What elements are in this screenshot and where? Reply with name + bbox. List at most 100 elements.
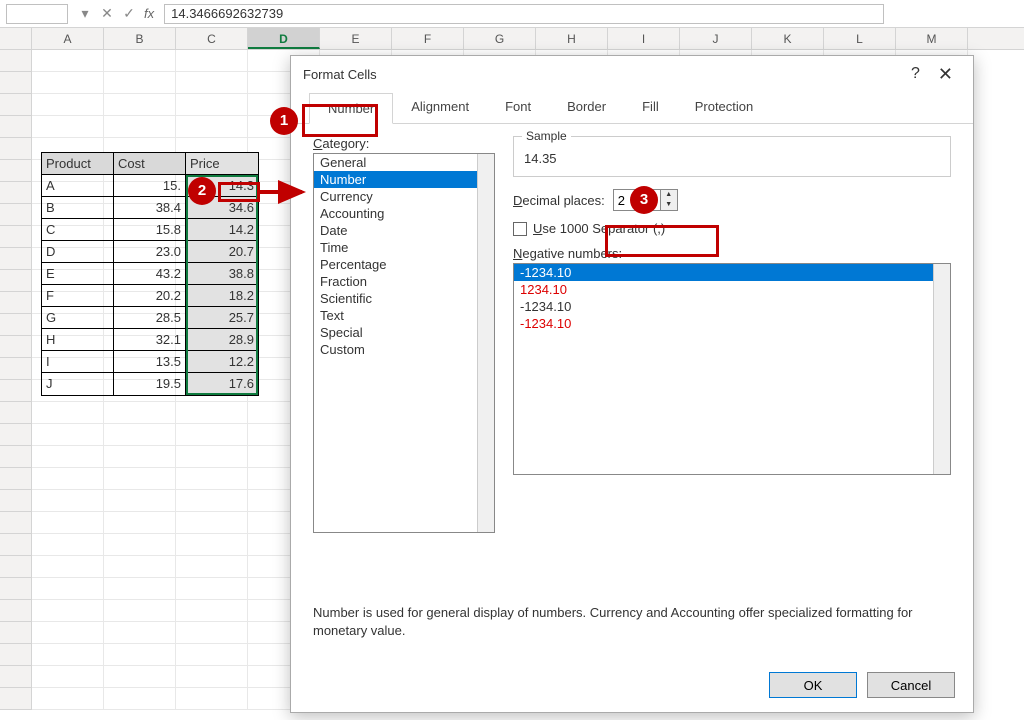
tab-alignment[interactable]: Alignment: [393, 92, 487, 123]
cell-price[interactable]: 38.8: [186, 263, 258, 285]
col-header-c[interactable]: C: [176, 28, 248, 49]
col-header-d[interactable]: D: [248, 28, 320, 49]
category-text[interactable]: Text: [314, 307, 494, 324]
callout-1: 1: [270, 107, 298, 135]
cell-cost[interactable]: 15.8: [114, 219, 186, 241]
callout-3: 3: [630, 186, 658, 214]
header-cost: Cost: [114, 153, 186, 175]
dialog-titlebar: Format Cells ? ✕: [291, 56, 973, 92]
negative-option[interactable]: 1234.10: [514, 281, 950, 298]
tab-border[interactable]: Border: [549, 92, 624, 123]
cell-price[interactable]: 14.2: [186, 219, 258, 241]
cell-cost[interactable]: 13.5: [114, 351, 186, 373]
category-fraction[interactable]: Fraction: [314, 273, 494, 290]
table-row[interactable]: E43.238.8: [42, 263, 258, 285]
category-number[interactable]: Number: [314, 171, 494, 188]
col-header-j[interactable]: J: [680, 28, 752, 49]
cell-product[interactable]: I: [42, 351, 114, 373]
cell-product[interactable]: D: [42, 241, 114, 263]
col-header-a[interactable]: A: [32, 28, 104, 49]
formula-value[interactable]: 14.3466692632739: [164, 4, 884, 24]
category-list[interactable]: GeneralNumberCurrencyAccountingDateTimeP…: [313, 153, 495, 533]
table-row[interactable]: B38.434.6: [42, 197, 258, 219]
table-row[interactable]: A15.14.3: [42, 175, 258, 197]
cell-price[interactable]: 17.6: [186, 373, 258, 395]
cell-product[interactable]: E: [42, 263, 114, 285]
ok-button[interactable]: OK: [769, 672, 857, 698]
cell-cost[interactable]: 32.1: [114, 329, 186, 351]
cell-cost[interactable]: 15.: [114, 175, 186, 197]
category-currency[interactable]: Currency: [314, 188, 494, 205]
tab-font[interactable]: Font: [487, 92, 549, 123]
tab-protection[interactable]: Protection: [677, 92, 772, 123]
cell-price[interactable]: 25.7: [186, 307, 258, 329]
tab-fill[interactable]: Fill: [624, 92, 677, 123]
col-header-b[interactable]: B: [104, 28, 176, 49]
category-percentage[interactable]: Percentage: [314, 256, 494, 273]
negative-option[interactable]: -1234.10: [514, 315, 950, 332]
cell-price[interactable]: 20.7: [186, 241, 258, 263]
table-row[interactable]: F20.218.2: [42, 285, 258, 307]
cell-cost[interactable]: 28.5: [114, 307, 186, 329]
spin-down-icon[interactable]: ▼: [661, 200, 677, 210]
cell-price[interactable]: 12.2: [186, 351, 258, 373]
format-cells-dialog: Format Cells ? ✕ NumberAlignmentFontBord…: [290, 55, 974, 713]
cell-product[interactable]: J: [42, 373, 114, 395]
help-icon[interactable]: ?: [911, 65, 920, 83]
cell-cost[interactable]: 38.4: [114, 197, 186, 219]
cell-product[interactable]: F: [42, 285, 114, 307]
dropdown-icon[interactable]: ▾: [74, 3, 96, 25]
fx-icon[interactable]: fx: [144, 6, 154, 21]
category-general[interactable]: General: [314, 154, 494, 171]
col-header-m[interactable]: M: [896, 28, 968, 49]
cell-cost[interactable]: 23.0: [114, 241, 186, 263]
table-row[interactable]: J19.517.6: [42, 373, 258, 395]
name-box[interactable]: [6, 4, 68, 24]
cell-price[interactable]: 28.9: [186, 329, 258, 351]
arrow-icon: [258, 179, 310, 205]
table-row[interactable]: H32.128.9: [42, 329, 258, 351]
cell-price[interactable]: 18.2: [186, 285, 258, 307]
select-all-corner[interactable]: [0, 28, 32, 49]
table-row[interactable]: C15.814.2: [42, 219, 258, 241]
cancel-button[interactable]: Cancel: [867, 672, 955, 698]
tab-number[interactable]: Number: [309, 93, 393, 124]
negative-label: Negative numbers:: [513, 246, 951, 261]
col-header-g[interactable]: G: [464, 28, 536, 49]
table-row[interactable]: I13.512.2: [42, 351, 258, 373]
col-header-k[interactable]: K: [752, 28, 824, 49]
col-header-i[interactable]: I: [608, 28, 680, 49]
cell-product[interactable]: C: [42, 219, 114, 241]
negative-scrollbar[interactable]: [933, 264, 950, 474]
negative-list[interactable]: -1234.101234.10-1234.10-1234.10: [513, 263, 951, 475]
cell-product[interactable]: A: [42, 175, 114, 197]
col-header-l[interactable]: L: [824, 28, 896, 49]
cancel-icon[interactable]: ✕: [96, 3, 118, 25]
col-header-h[interactable]: H: [536, 28, 608, 49]
decimal-label: Decimal places:: [513, 193, 605, 208]
cell-cost[interactable]: 20.2: [114, 285, 186, 307]
table-row[interactable]: G28.525.7: [42, 307, 258, 329]
table-row[interactable]: D23.020.7: [42, 241, 258, 263]
close-icon[interactable]: ✕: [930, 64, 961, 85]
cell-cost[interactable]: 19.5: [114, 373, 186, 395]
negative-option[interactable]: -1234.10: [514, 264, 950, 281]
category-custom[interactable]: Custom: [314, 341, 494, 358]
category-scrollbar[interactable]: [477, 154, 494, 532]
category-time[interactable]: Time: [314, 239, 494, 256]
confirm-icon[interactable]: ✓: [118, 3, 140, 25]
cell-product[interactable]: B: [42, 197, 114, 219]
category-special[interactable]: Special: [314, 324, 494, 341]
spin-up-icon[interactable]: ▲: [661, 190, 677, 200]
cell-product[interactable]: G: [42, 307, 114, 329]
separator-checkbox[interactable]: [513, 222, 527, 236]
category-accounting[interactable]: Accounting: [314, 205, 494, 222]
negative-option[interactable]: -1234.10: [514, 298, 950, 315]
header-price: Price: [186, 153, 258, 175]
cell-cost[interactable]: 43.2: [114, 263, 186, 285]
col-header-e[interactable]: E: [320, 28, 392, 49]
col-header-f[interactable]: F: [392, 28, 464, 49]
cell-product[interactable]: H: [42, 329, 114, 351]
category-date[interactable]: Date: [314, 222, 494, 239]
category-scientific[interactable]: Scientific: [314, 290, 494, 307]
